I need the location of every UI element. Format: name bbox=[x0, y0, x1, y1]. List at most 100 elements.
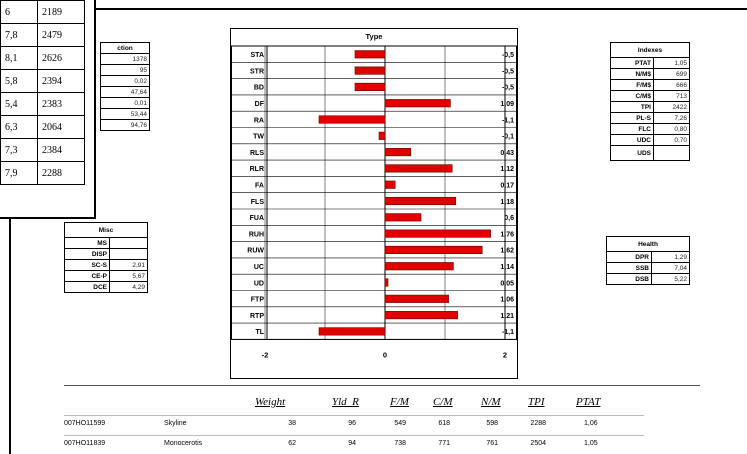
health-title: Health bbox=[606, 236, 690, 252]
row-divider bbox=[64, 435, 644, 436]
overlay-cell: 2064 bbox=[37, 115, 85, 139]
category-label: RTP bbox=[250, 313, 264, 320]
sire-id[interactable]: 007HO11839 bbox=[64, 440, 106, 447]
indexes-key: UDC bbox=[610, 134, 654, 146]
overlay-cell: 5,4 bbox=[0, 92, 38, 116]
cell-cm: 771 bbox=[438, 440, 450, 447]
sire-name[interactable]: Skyline bbox=[164, 420, 187, 427]
category-label: RLS bbox=[250, 150, 264, 157]
indexes-value: 713 bbox=[653, 90, 690, 102]
type-bar bbox=[318, 115, 386, 124]
header-yld-r: Yld_R bbox=[332, 396, 359, 408]
value-label: 1,18 bbox=[500, 199, 514, 206]
misc-title: Misc bbox=[64, 222, 148, 238]
type-bar bbox=[318, 327, 386, 336]
value-label: -0,5 bbox=[502, 52, 514, 59]
category-label: UD bbox=[254, 280, 264, 287]
value-label: 0,05 bbox=[500, 280, 514, 287]
value-label: 1,14 bbox=[500, 264, 514, 271]
sire-id[interactable]: 007HO11599 bbox=[64, 420, 106, 427]
value-label: 0,43 bbox=[500, 150, 514, 157]
production-value: 94,76 bbox=[100, 119, 150, 131]
type-bar bbox=[384, 262, 454, 271]
category-label: BD bbox=[254, 85, 264, 92]
cell-nm: 761 bbox=[486, 440, 498, 447]
misc-key: SC-S bbox=[64, 259, 110, 271]
category-label: RA bbox=[254, 117, 264, 124]
overlay-cell: 8,1 bbox=[0, 46, 38, 70]
indexes-value: 699 bbox=[653, 68, 690, 80]
type-bar bbox=[384, 148, 412, 157]
overlay-cell: 2479 bbox=[37, 23, 85, 47]
indexes-key: PTAT bbox=[610, 57, 654, 69]
health-key: DPR bbox=[606, 251, 652, 263]
cell-tpi: 2288 bbox=[530, 420, 546, 427]
category-label: STR bbox=[250, 68, 264, 75]
type-chart-svg: Type STA -0,5 STR -0,5 BD -0,5 DF 1,09 RA -1,1 TW -… bbox=[231, 32, 517, 359]
type-bar bbox=[354, 50, 386, 59]
production-value: 0,01 bbox=[100, 97, 150, 109]
type-bar bbox=[384, 229, 491, 238]
overlay-cell: 2384 bbox=[37, 138, 85, 162]
cell-cm: 618 bbox=[438, 420, 450, 427]
type-bar bbox=[384, 294, 449, 303]
misc-value bbox=[109, 237, 148, 249]
frame-left-line bbox=[9, 215, 11, 454]
value-label: 1,76 bbox=[500, 231, 514, 238]
production-value: 1378 bbox=[100, 53, 150, 65]
production-value: 95 bbox=[100, 64, 150, 76]
header-weight: Weight bbox=[255, 396, 286, 408]
overlay-cell: 2288 bbox=[37, 161, 85, 185]
sire-name[interactable]: Monocerotis bbox=[164, 440, 203, 447]
overlay-cell: 2189 bbox=[37, 0, 85, 24]
category-label: TW bbox=[253, 134, 264, 141]
overlay-window[interactable]: 6 2189 7,8 2479 8,1 2626 5,8 2394 5,4 2383 6,… bbox=[0, 0, 96, 219]
production-table: ction 1378 95 0,02 47,64 0,01 53,44 94,7… bbox=[100, 42, 150, 131]
overlay-cell: 2394 bbox=[37, 69, 85, 93]
indexes-value: 1,05 bbox=[653, 57, 690, 69]
header-cm: C/M bbox=[433, 396, 453, 408]
category-label: DF bbox=[255, 101, 265, 108]
category-label: TL bbox=[255, 329, 264, 336]
category-label: UC bbox=[254, 264, 264, 271]
type-bar bbox=[384, 278, 389, 287]
value-label: 1,12 bbox=[500, 166, 514, 173]
misc-key: DISP bbox=[64, 248, 110, 260]
misc-value: 4,29 bbox=[109, 281, 148, 293]
indexes-value: 666 bbox=[653, 79, 690, 91]
cell-fm: 549 bbox=[394, 420, 406, 427]
indexes-value: 0,80 bbox=[653, 123, 690, 135]
overlay-cell: 2626 bbox=[37, 46, 85, 70]
x-tick-label: 0 bbox=[383, 350, 387, 359]
overlay-cell: 7,3 bbox=[0, 138, 38, 162]
row-divider bbox=[64, 415, 644, 416]
cell-tpi: 2504 bbox=[530, 440, 546, 447]
value-label: 1,62 bbox=[500, 248, 514, 255]
type-bar bbox=[384, 213, 422, 222]
production-value: 47,64 bbox=[100, 86, 150, 98]
bottom-separator bbox=[64, 385, 700, 386]
indexes-value: 2422 bbox=[653, 101, 690, 113]
category-label: RUH bbox=[249, 231, 264, 238]
health-key: DSB bbox=[606, 273, 652, 285]
cell-weight: 38 bbox=[288, 420, 296, 427]
indexes-table: Indexes PTAT 1,05 N/M$ 699 F/M$ 666 C/M$ 713… bbox=[610, 42, 690, 161]
type-bar bbox=[354, 66, 386, 75]
overlay-cell: 6 bbox=[0, 0, 38, 24]
indexes-key: FLC bbox=[610, 123, 654, 135]
misc-key: MS bbox=[64, 237, 110, 249]
type-bar bbox=[384, 99, 451, 108]
production-title: ction bbox=[100, 42, 150, 54]
misc-table: Misc MS DISP SC-S 2,91 CE-P 5,67 DCE 4,29 bbox=[64, 222, 148, 293]
overlay-cell: 2383 bbox=[37, 92, 85, 116]
indexes-key: C/M$ bbox=[610, 90, 654, 102]
misc-value: 2,91 bbox=[109, 259, 148, 271]
production-value: 53,44 bbox=[100, 108, 150, 120]
frame-top-line bbox=[90, 8, 747, 10]
value-label: 0,17 bbox=[500, 182, 514, 189]
category-label: FLS bbox=[251, 199, 265, 206]
value-label: -0,5 bbox=[502, 68, 514, 75]
misc-key: DCE bbox=[64, 281, 110, 293]
header-fm: F/M bbox=[390, 396, 409, 408]
indexes-value bbox=[653, 145, 690, 161]
